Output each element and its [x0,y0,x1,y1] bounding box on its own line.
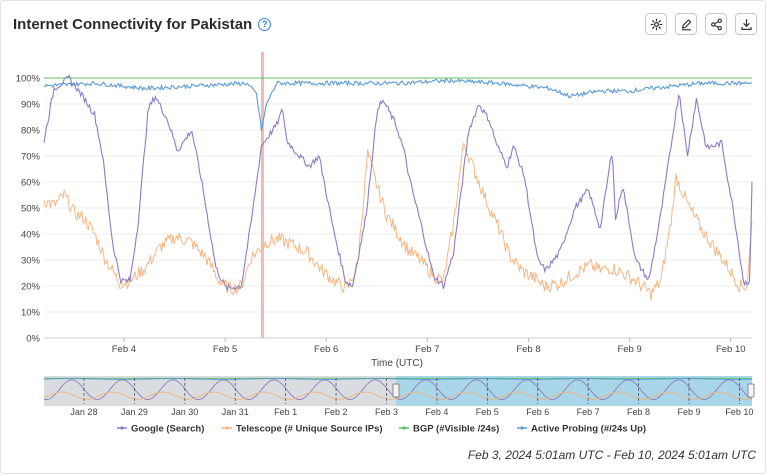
series-line [43,74,753,293]
y-tick-label: 100% [16,74,41,85]
x-tick-label: Feb 7 [415,344,439,355]
y-tick-label: 80% [21,126,41,137]
x-tick-label: Feb 4 [112,344,136,355]
navigator-tick-label: Jan 28 [70,407,97,417]
x-tick-label: Feb 5 [213,344,237,355]
legend-label: BGP (#Visible /24s) [413,424,499,435]
navigator-tick-label: Feb 7 [577,407,600,417]
y-tick-label: 30% [21,256,41,267]
y-tick-label: 20% [21,282,41,293]
legend-item: Telescope (# Unique Source IPs) [222,424,383,435]
share-icon [710,18,722,30]
edit-button[interactable] [675,13,697,35]
date-range-footer: Feb 3, 2024 5:01am UTC - Feb 10, 2024 5:… [467,448,756,462]
highlight-band [260,52,264,338]
series-line [43,141,753,301]
grid-lines [44,77,752,339]
help-icon[interactable]: ? [258,18,272,31]
legend-label: Telescope (# Unique Source IPs) [236,424,383,435]
chart-title-row: Internet Connectivity for Pakistan ? [13,16,272,33]
navigator-tick-label: Feb 4 [425,407,448,417]
y-tick-label: 50% [21,204,41,215]
navigator-lines [43,377,753,401]
download-button[interactable] [735,13,757,35]
legend-item: BGP (#Visible /24s) [399,424,499,435]
legend: Google (Search) Telescope (# Unique Sourc… [117,424,646,435]
navigator-line [44,378,752,380]
legend-label: Active Probing (#/24s Up) [531,424,646,435]
navigator-tick-label: Feb 6 [526,407,549,417]
y-tick-label: 90% [21,100,41,111]
y-tick-label: 0% [26,334,40,345]
settings-button[interactable] [645,13,667,35]
x-tick-label: Feb 8 [516,344,540,355]
gear-icon [650,18,662,30]
y-tick-label: 70% [21,152,41,163]
series-line [43,77,753,132]
series-lines [43,74,753,301]
legend-item: Google (Search) [117,424,204,435]
pencil-icon [681,18,691,30]
navigator-tick-label: Feb 1 [274,407,297,417]
x-axis-label: Time (UTC) [371,358,423,369]
x-tick-label: Feb 10 [716,344,746,355]
navigator-ticks: Jan 28 Jan 29 Jan 30 Jan 31 Feb 1 Feb 2 Feb 3 F… [70,378,753,417]
legend-dot [120,426,124,430]
x-axis-ticks: Feb 4 Feb 5 Feb 6 Feb 7 Feb 8 Feb 9 Feb 10 [112,338,746,355]
navigator-tick-label: Jan 31 [222,407,249,417]
chart-toolbar [645,13,757,35]
range-navigator[interactable]: Jan 28 Jan 29 Jan 30 Jan 31 Feb 1 Feb 2 Feb 3 F… [43,376,755,417]
navigator-tick-label: Feb 9 [677,407,700,417]
y-tick-label: 10% [21,308,41,319]
x-tick-label: Feb 6 [314,344,338,355]
y-axis-ticks: 0% 10% 20% 30% 40% 50% 60% 70% 80% 90% 100% [16,74,41,345]
legend-label: Google (Search) [131,424,204,435]
y-tick-label: 60% [21,178,41,189]
navigator-tick-label: Feb 8 [627,407,650,417]
chart-title: Internet Connectivity for Pakistan [13,16,253,33]
legend-item: Active Probing (#/24s Up) [517,424,646,435]
navigator-handle-left[interactable] [392,383,400,398]
navigator-handle-right[interactable] [747,383,755,398]
legend-dot [402,426,406,430]
navigator-tick-label: Feb 3 [375,407,398,417]
legend-dot [225,426,229,430]
navigator-line [43,379,753,401]
share-button[interactable] [705,13,727,35]
x-tick-label: Feb 9 [617,344,641,355]
navigator-tick-label: Feb 10 [725,407,753,417]
navigator-tick-label: Jan 29 [121,407,148,417]
navigator-tick-label: Feb 5 [476,407,499,417]
y-tick-label: 40% [21,230,41,241]
legend-dot [520,426,524,430]
navigator-line [43,391,753,400]
navigator-tick-label: Feb 2 [325,407,348,417]
download-icon [740,18,752,30]
navigator-tick-label: Jan 30 [171,407,198,417]
